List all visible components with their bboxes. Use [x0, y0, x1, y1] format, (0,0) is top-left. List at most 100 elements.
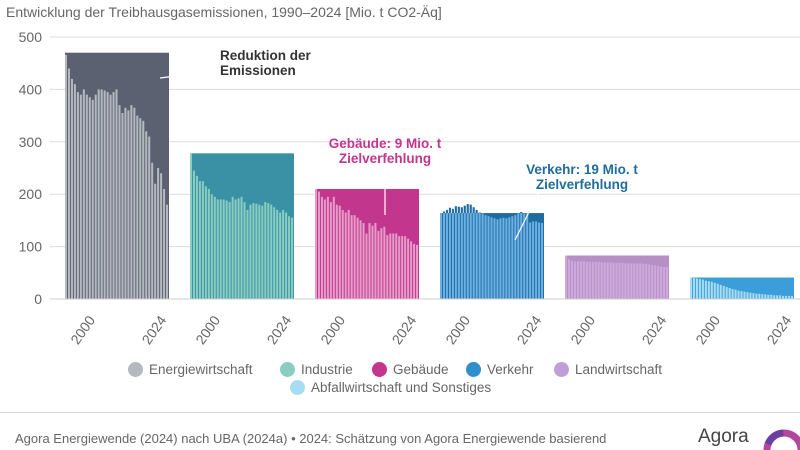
bar: [94, 94, 97, 299]
bar-excess: [442, 211, 445, 214]
legend-label: Landwirtschaft: [575, 362, 663, 377]
x-tick-label: 2000: [692, 312, 723, 347]
bar: [791, 295, 794, 299]
bar: [618, 262, 621, 299]
bar: [582, 261, 585, 299]
bar: [219, 199, 222, 299]
annotation-label: Zielverfehlung: [536, 177, 628, 192]
bar-excess: [451, 208, 454, 214]
bar-excess: [520, 212, 523, 214]
bar: [282, 209, 285, 299]
bar: [198, 181, 201, 299]
x-tick-label: 2024: [639, 312, 670, 347]
bar: [130, 105, 133, 300]
bar: [377, 230, 380, 299]
panel-3: 2000 2024: [315, 188, 420, 347]
bar: [523, 213, 526, 299]
legend-label: Industrie: [301, 362, 353, 377]
bar: [163, 188, 166, 299]
bar: [213, 196, 216, 299]
bar: [118, 105, 121, 300]
bar: [761, 294, 764, 299]
bar: [448, 207, 451, 299]
bar: [109, 94, 112, 299]
bar: [570, 260, 573, 299]
bar: [145, 131, 148, 299]
bar-excess: [454, 206, 457, 214]
y-tick-label: 300: [19, 134, 43, 150]
bar: [207, 188, 210, 299]
bar: [386, 235, 389, 299]
bar: [136, 115, 139, 299]
bar: [67, 68, 70, 299]
bar: [85, 94, 88, 299]
bar: [466, 204, 469, 299]
bar: [243, 202, 246, 299]
bar: [508, 217, 511, 299]
bar: [621, 262, 624, 299]
x-tick-label: 2024: [139, 312, 170, 347]
bar: [576, 261, 579, 299]
panel-2: 2000 2024: [190, 153, 295, 347]
bar: [151, 162, 154, 299]
bar: [160, 173, 163, 299]
legend-label: Energiewirtschaft: [149, 362, 253, 377]
legend-swatch: [128, 362, 143, 377]
bar: [106, 92, 109, 300]
y-tick-label: 200: [19, 186, 43, 202]
x-tick-label: 2000: [317, 312, 348, 347]
bar: [460, 207, 463, 299]
bar: [195, 175, 198, 299]
bar: [490, 217, 493, 299]
bar: [734, 289, 737, 299]
bar: [389, 233, 392, 299]
bar: [359, 220, 362, 299]
bar: [407, 238, 410, 299]
bar: [350, 215, 353, 299]
bar: [538, 222, 541, 299]
panel-1: 2000 2024: [65, 52, 170, 347]
bar: [320, 196, 323, 299]
bar: [773, 295, 776, 299]
legend-swatch: [372, 362, 387, 377]
bar: [317, 191, 320, 299]
bar-excess: [457, 206, 460, 214]
bar: [315, 188, 318, 299]
bar: [285, 212, 288, 299]
bar: [76, 92, 79, 300]
bar: [478, 212, 481, 299]
panel-4: 2000 2024: [440, 204, 545, 347]
bar: [237, 198, 240, 299]
bar: [204, 186, 207, 299]
bar: [502, 217, 505, 299]
bar: [493, 218, 496, 299]
bar: [707, 281, 710, 299]
bar: [612, 262, 615, 299]
bar: [514, 215, 517, 299]
bar: [660, 266, 663, 299]
bar: [255, 203, 258, 299]
annotation-label: Emissionen: [220, 63, 296, 78]
bar: [154, 183, 157, 299]
bar: [127, 110, 130, 299]
x-tick-label: 2024: [764, 312, 795, 347]
source-note: Agora Energiewende (2024) nach UBA (2024…: [15, 431, 607, 446]
bar: [722, 285, 725, 299]
bar: [395, 233, 398, 299]
bar: [588, 261, 591, 299]
bar: [97, 89, 100, 300]
bar: [758, 293, 761, 299]
bar: [124, 107, 127, 300]
bar: [698, 279, 701, 299]
legend-swatch: [290, 380, 305, 395]
x-tick-label: 2000: [192, 312, 223, 347]
bar: [91, 99, 94, 299]
bar: [115, 89, 118, 300]
annotation-label: Verkehr: 19 Mio. t: [526, 162, 638, 177]
annotation-leader: [514, 189, 541, 241]
legend-item-abfallwirtschaft: Abfallwirtschaft und Sonstiges: [290, 380, 491, 395]
bar: [469, 204, 472, 299]
bar: [457, 206, 460, 299]
bar: [565, 255, 568, 299]
bar: [463, 205, 466, 299]
